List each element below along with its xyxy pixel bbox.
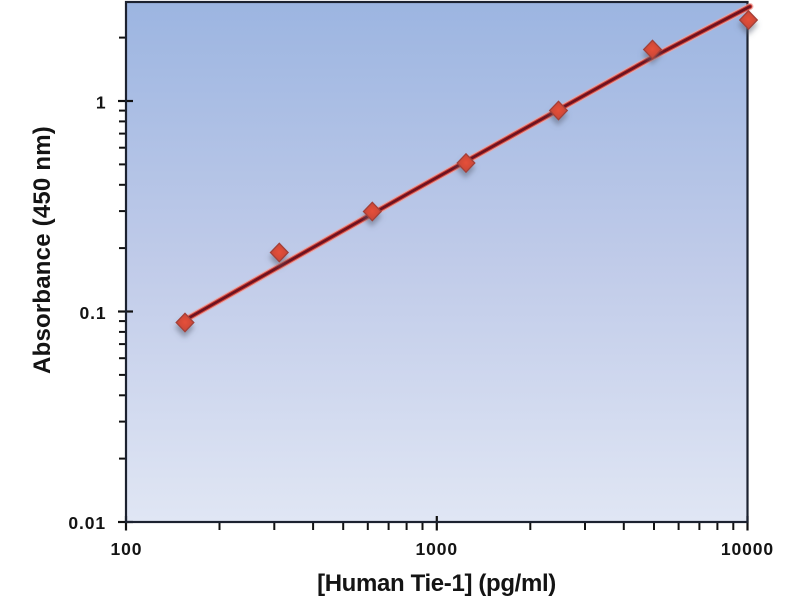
svg-text:1000: 1000 xyxy=(416,539,459,559)
svg-text:10000: 10000 xyxy=(721,539,774,559)
svg-text:100: 100 xyxy=(111,539,143,559)
svg-text:[Human Tie-1] (pg/ml): [Human Tie-1] (pg/ml) xyxy=(317,570,556,597)
svg-text:1: 1 xyxy=(96,93,107,113)
svg-text:0.1: 0.1 xyxy=(79,303,106,323)
svg-text:0.01: 0.01 xyxy=(68,513,106,533)
svg-text:Absorbance (450 nm): Absorbance (450 nm) xyxy=(29,126,56,374)
